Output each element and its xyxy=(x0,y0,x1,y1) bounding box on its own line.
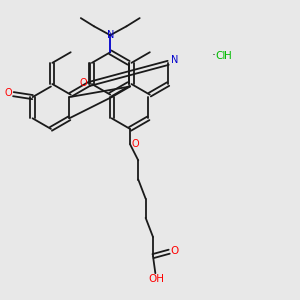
Text: O: O xyxy=(4,88,12,98)
Text: O: O xyxy=(80,78,88,88)
Text: OH: OH xyxy=(149,274,165,284)
Text: O: O xyxy=(170,246,178,256)
Text: H: H xyxy=(224,51,232,61)
Text: N: N xyxy=(106,30,114,40)
Text: N: N xyxy=(171,56,178,65)
Text: Cl: Cl xyxy=(215,51,226,61)
Text: ·: · xyxy=(211,49,215,62)
Text: O: O xyxy=(131,139,139,149)
